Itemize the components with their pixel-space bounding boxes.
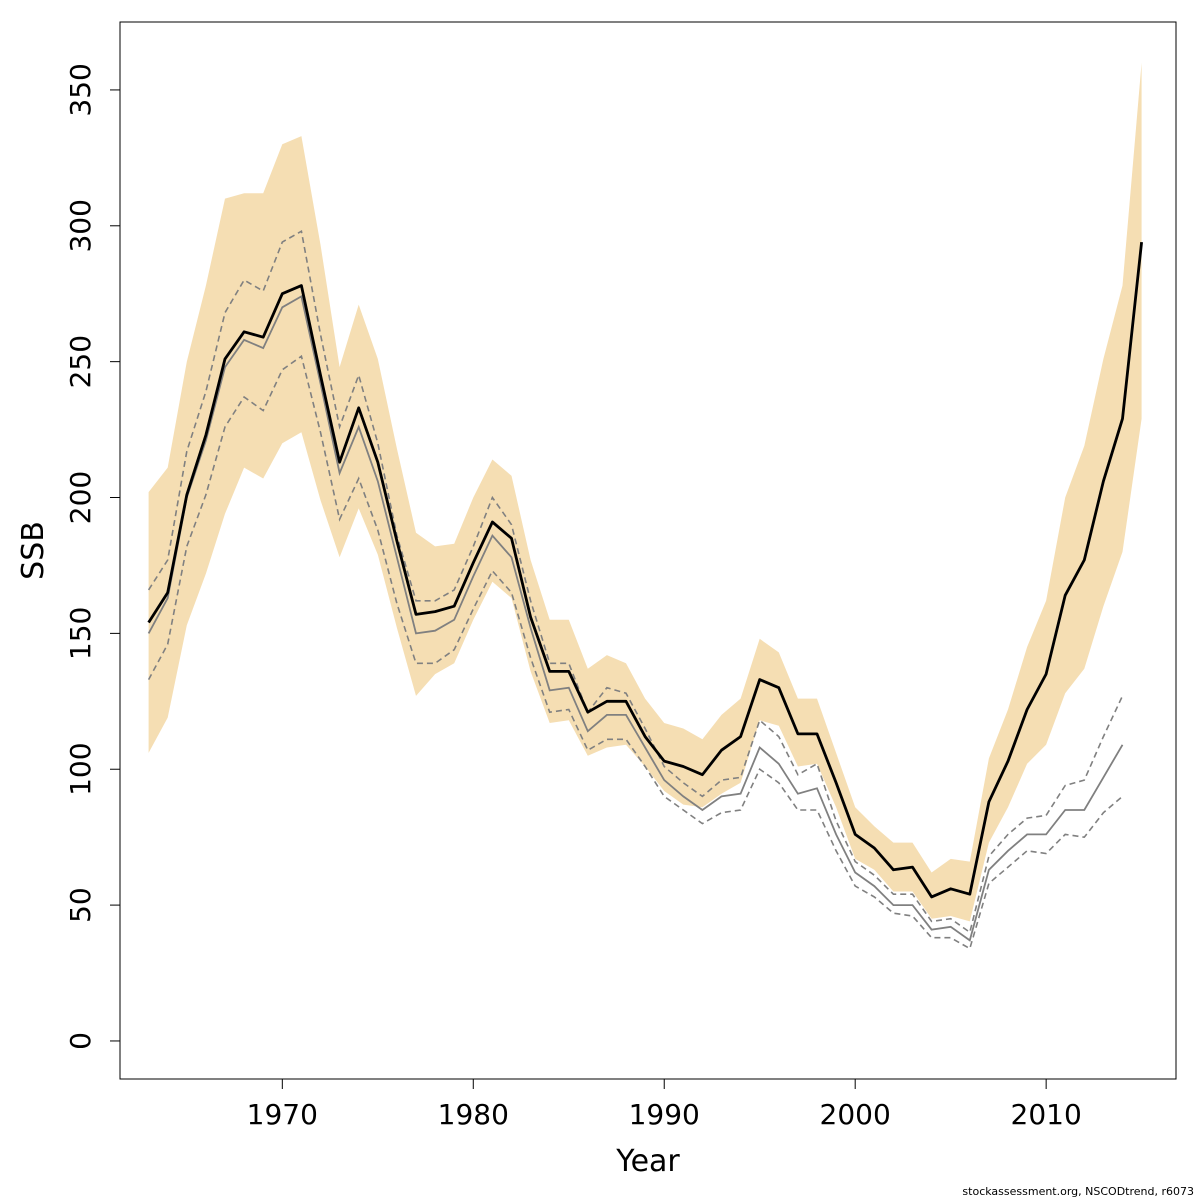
current-estimate-line <box>147 241 1143 899</box>
confidence-band <box>148 62 1142 922</box>
y-tick-label: 0 <box>64 1032 97 1050</box>
y-tick-label: 300 <box>64 199 97 252</box>
x-tick-label: 2000 <box>820 1098 891 1131</box>
y-axis: 0 50 100 150 200 250 300 350 <box>64 63 121 1050</box>
y-tick-label: 50 <box>64 887 97 923</box>
previous-ci-layer <box>147 229 1124 950</box>
y-tick-label: 200 <box>64 471 97 524</box>
previous-estimate-line <box>147 295 1124 942</box>
previous-ci-upper-line <box>147 229 1124 934</box>
confidence-band-layer <box>148 62 1142 922</box>
y-tick-label: 100 <box>64 742 97 795</box>
y-tick-label: 150 <box>64 607 97 660</box>
x-tick-label: 2010 <box>1011 1098 1082 1131</box>
y-tick-label: 350 <box>64 63 97 116</box>
x-tick-label: 1980 <box>438 1098 509 1131</box>
x-axis: 1970 1980 1990 2000 2010 <box>247 1078 1082 1131</box>
previous-ci-lower-line <box>147 354 1124 950</box>
x-axis-title: Year <box>615 1144 680 1179</box>
credit-text: stockassessment.org, NSCODtrend, r6073 <box>962 1185 1194 1198</box>
previous-series-layer <box>147 295 1124 942</box>
x-tick-label: 1990 <box>629 1098 700 1131</box>
current-series-layer <box>147 241 1143 899</box>
y-tick-label: 250 <box>64 335 97 388</box>
x-tick-label: 1970 <box>247 1098 318 1131</box>
y-axis-title: SSB <box>16 521 51 580</box>
